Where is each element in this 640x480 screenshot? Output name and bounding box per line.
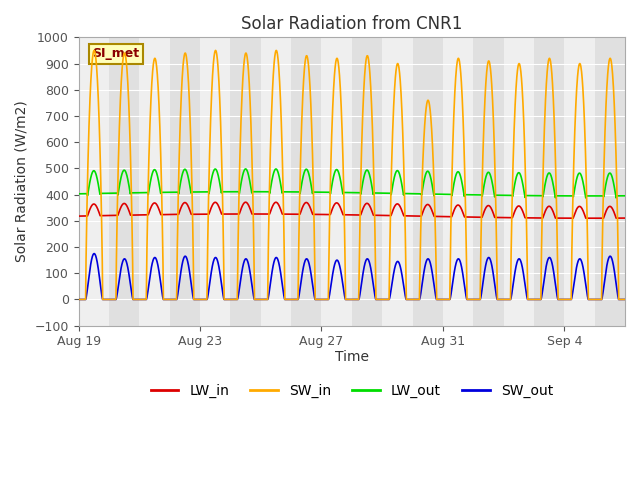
Legend: LW_in, SW_in, LW_out, SW_out: LW_in, SW_in, LW_out, SW_out bbox=[145, 379, 559, 404]
LW_in bbox=[273, 200, 281, 205]
LW_in bbox=[621, 215, 629, 221]
LW_out bbox=[128, 190, 136, 196]
Bar bbox=[625, 37, 640, 325]
SW_out bbox=[128, 291, 136, 297]
SW_out bbox=[161, 297, 168, 302]
SW_in bbox=[273, 49, 281, 55]
LW_out bbox=[273, 167, 281, 173]
LW_out bbox=[612, 195, 620, 201]
Line: SW_out: SW_out bbox=[79, 253, 625, 300]
Bar bbox=[260, 37, 291, 325]
SW_in bbox=[551, 128, 559, 134]
Bar bbox=[79, 37, 109, 325]
Y-axis label: Solar Radiation (W/m2): Solar Radiation (W/m2) bbox=[15, 101, 29, 263]
Title: Solar Radiation from CNR1: Solar Radiation from CNR1 bbox=[241, 15, 463, 33]
Bar bbox=[382, 37, 413, 325]
LW_in bbox=[369, 212, 377, 218]
Bar bbox=[564, 37, 595, 325]
LW_in bbox=[196, 211, 204, 217]
Line: LW_in: LW_in bbox=[79, 202, 625, 218]
X-axis label: Time: Time bbox=[335, 350, 369, 364]
SW_in bbox=[369, 152, 377, 158]
LW_out bbox=[551, 190, 559, 195]
SW_in bbox=[621, 297, 629, 302]
LW_out bbox=[161, 190, 168, 195]
Bar bbox=[200, 37, 230, 325]
SW_out bbox=[621, 297, 629, 302]
LW_in bbox=[128, 212, 136, 218]
SW_out bbox=[273, 255, 281, 261]
LW_in bbox=[161, 212, 168, 217]
SW_in bbox=[128, 200, 136, 205]
SW_in bbox=[161, 297, 168, 302]
SW_out bbox=[90, 251, 98, 256]
Text: SI_met: SI_met bbox=[92, 48, 140, 60]
SW_out bbox=[196, 297, 204, 302]
LW_in bbox=[551, 213, 559, 218]
Line: LW_out: LW_out bbox=[79, 169, 625, 198]
Bar bbox=[443, 37, 473, 325]
LW_out bbox=[75, 191, 83, 197]
LW_out bbox=[369, 192, 377, 197]
LW_out bbox=[621, 193, 629, 199]
Line: SW_in: SW_in bbox=[79, 50, 625, 300]
LW_out bbox=[196, 189, 204, 195]
Bar bbox=[140, 37, 170, 325]
SW_out bbox=[551, 275, 559, 281]
SW_in bbox=[196, 297, 204, 302]
Bar bbox=[504, 37, 534, 325]
LW_out bbox=[242, 166, 250, 172]
LW_in bbox=[586, 216, 593, 221]
SW_in bbox=[273, 48, 280, 53]
LW_in bbox=[242, 199, 250, 205]
SW_out bbox=[75, 297, 83, 302]
LW_in bbox=[75, 213, 83, 219]
Bar bbox=[321, 37, 352, 325]
SW_out bbox=[369, 281, 377, 287]
SW_in bbox=[75, 297, 83, 302]
